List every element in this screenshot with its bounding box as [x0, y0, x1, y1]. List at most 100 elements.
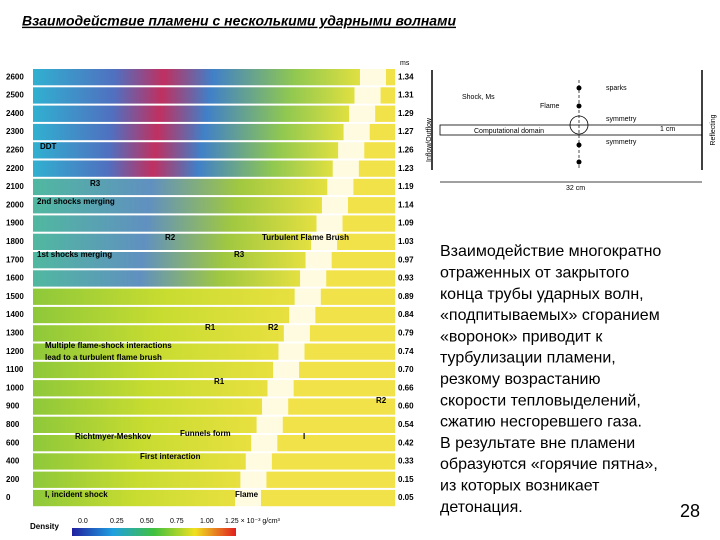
row-label: 1600	[6, 274, 24, 283]
row-label: 2100	[6, 182, 24, 191]
row-label: 2260	[6, 145, 24, 154]
diagram-label: Computational domain	[474, 128, 544, 135]
annotation: DDT	[40, 142, 57, 151]
strip	[33, 105, 350, 122]
strip	[33, 453, 246, 470]
flame	[245, 453, 272, 470]
strip	[33, 435, 252, 452]
strip	[33, 416, 257, 433]
body-line: Взаимодействие многократно	[440, 243, 661, 260]
unburned	[282, 416, 395, 433]
strip	[33, 123, 344, 141]
time-label: 1.34	[398, 72, 414, 81]
simulation-strips: 2600 1.34 2500 1.31 2400 1.29 2300 1.27 2260 1.26…	[6, 60, 414, 536]
colorbar-tick: 0.0	[78, 518, 88, 525]
unburned	[309, 325, 395, 342]
row-label: 900	[6, 402, 20, 411]
body-line: конца трубы ударных волн,	[440, 286, 644, 303]
colorbar-label: Density	[30, 522, 59, 531]
row-label: 1200	[6, 347, 24, 356]
diagram-label: 1 cm	[660, 126, 675, 133]
time-label: 0.66	[398, 383, 414, 392]
body-line: образуются «горячие пятна»,	[440, 456, 658, 473]
body-line: резкому возрастанию	[440, 371, 600, 388]
time-label: 1.23	[398, 164, 414, 173]
time-label: 1.19	[398, 182, 414, 191]
annotation: R3	[90, 179, 101, 188]
annotation: R1	[205, 323, 216, 332]
flame	[256, 416, 283, 433]
body-line: детонация.	[440, 499, 523, 516]
unburned	[331, 252, 395, 269]
spark	[576, 103, 582, 109]
unburned	[375, 105, 395, 122]
annotation: R1	[214, 377, 225, 386]
colorbar-tick: 1.25 × 10⁻³ g/cm³	[225, 518, 281, 525]
row-label: 2400	[6, 109, 24, 118]
body-line: отраженных от закрытого	[440, 265, 629, 282]
annotation: Funnels form	[180, 429, 231, 438]
flame	[332, 160, 359, 177]
strip	[33, 197, 322, 214]
colorbar	[72, 528, 236, 536]
row-label: 2500	[6, 91, 24, 100]
flame	[283, 325, 310, 342]
time-label: 0.84	[398, 310, 414, 319]
colorbar-tick: 0.25	[110, 518, 124, 525]
strip	[33, 87, 355, 104]
row-label: 1100	[6, 365, 24, 374]
strip	[33, 343, 279, 360]
unburned	[271, 453, 395, 470]
flame	[262, 398, 289, 415]
time-label: 1.26	[398, 145, 414, 154]
strip	[33, 471, 241, 488]
time-label: 0.05	[398, 493, 414, 502]
unburned	[347, 197, 395, 214]
flame-circle	[569, 115, 589, 135]
strip	[33, 178, 328, 196]
flame	[349, 105, 376, 122]
strip	[33, 380, 268, 397]
row-label: 2300	[6, 127, 24, 136]
flame	[338, 142, 365, 159]
time-label: 0.93	[398, 274, 414, 283]
annotation: First interaction	[140, 452, 201, 461]
unburned	[369, 123, 395, 141]
colorbar-tick: 0.75	[170, 518, 184, 525]
unburned	[288, 398, 395, 415]
body-line: В результате вне пламени	[440, 435, 635, 452]
flame	[240, 471, 267, 488]
annotation: Multiple flame-shock interactions	[45, 341, 172, 350]
unburned	[266, 471, 395, 488]
colorbar-tick: 1.00	[200, 518, 214, 525]
flame	[343, 123, 370, 141]
title: Взаимодействие пламени с несколькими уда…	[22, 13, 456, 29]
unburned	[358, 160, 395, 177]
body-line: из которых возникает	[440, 478, 600, 495]
annotation: lead to a turbulent flame brush	[45, 353, 162, 362]
strip	[33, 306, 290, 324]
row-label: 800	[6, 420, 20, 429]
body-line: «подпитываемых» сгоранием	[440, 307, 660, 324]
row-label: 1800	[6, 237, 24, 246]
annotation: 1st shocks merging	[37, 250, 112, 259]
row-label: 0	[6, 493, 11, 502]
time-label: 1.03	[398, 237, 414, 246]
flame	[300, 270, 327, 287]
diagram-label: 32 cm	[566, 185, 585, 192]
flame	[294, 288, 321, 305]
time-label: 0.42	[398, 438, 414, 447]
annotation: Flame	[235, 490, 259, 499]
row-label: 1900	[6, 219, 24, 228]
strip	[33, 270, 301, 287]
flame	[251, 435, 278, 452]
time-label: 0.70	[398, 365, 414, 374]
unburned	[261, 489, 395, 507]
diagram-label: Flame	[540, 103, 560, 110]
strip	[33, 325, 284, 342]
annotation: R2	[376, 396, 387, 405]
unburned	[293, 380, 395, 397]
diagram-label: symmetry	[606, 139, 637, 146]
unburned	[353, 178, 395, 196]
body-line: скорости тепловыделений,	[440, 392, 641, 409]
